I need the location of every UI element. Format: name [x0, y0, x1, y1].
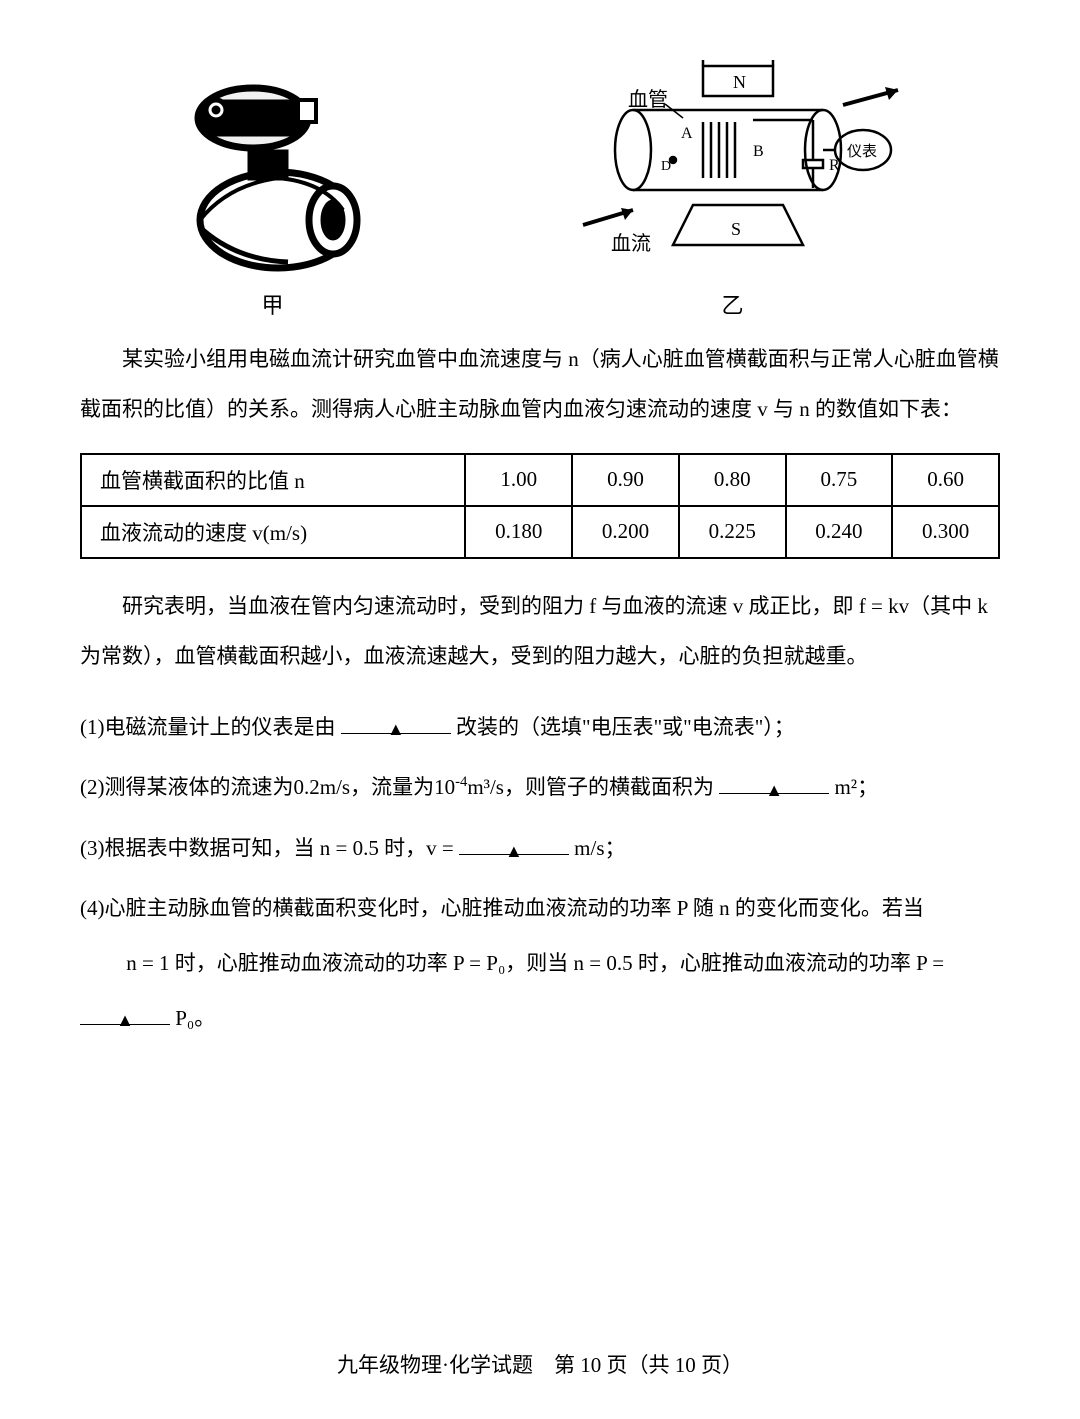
- label-vessel: 血管: [628, 88, 668, 111]
- flowmeter-device-icon: [168, 70, 378, 280]
- table-row: 血管横截面积的比值 n 1.00 0.90 0.80 0.75 0.60: [81, 454, 999, 506]
- label-flow: 血流: [611, 232, 651, 255]
- figure-right-caption: 乙: [721, 288, 743, 320]
- q3-text-a: (3)根据表中数据可知，当 n = 0.5 时，v =: [80, 836, 454, 860]
- flowmeter-schematic-icon: N A B D S: [553, 60, 913, 280]
- blank-4: [80, 1001, 170, 1024]
- blank-2: [719, 771, 829, 794]
- q2-text-b: m³/s，则管子的横截面积为: [467, 775, 714, 799]
- q4-text-b: n = 1 时，心脏推动血液流动的功率 P = P₀，则当 n = 0.5 时，…: [126, 951, 944, 975]
- blank-3: [459, 832, 569, 855]
- question-4: (4)心脏主动脉血管的横截面积变化时，心脏推动血液流动的功率 P 随 n 的变化…: [80, 881, 1000, 1045]
- cell: 0.180: [465, 506, 572, 558]
- intro-paragraph: 某实验小组用电磁血流计研究血管中血流速度与 n（病人心脏血管横截面积与正常人心脏…: [80, 334, 1000, 435]
- figure-left: 甲: [168, 70, 378, 320]
- cell: 0.240: [786, 506, 893, 558]
- cell: 0.225: [679, 506, 786, 558]
- q4-text-c: P₀。: [175, 1006, 215, 1030]
- q1-text-a: (1)电磁流量计上的仪表是由: [80, 715, 336, 739]
- cell: 0.90: [572, 454, 679, 506]
- label-meter: 仪表: [847, 143, 877, 160]
- label-N: N: [733, 72, 746, 92]
- q2-exp: -4: [455, 774, 467, 790]
- question-3: (3)根据表中数据可知，当 n = 0.5 时，v = m/s；: [80, 821, 1000, 876]
- row2-label: 血液流动的速度 v(m/s): [81, 506, 465, 558]
- q4-text-a: (4)心脏主动脉血管的横截面积变化时，心脏推动血液流动的功率 P 随 n 的变化…: [80, 896, 924, 920]
- blank-1: [341, 710, 451, 733]
- cell: 0.200: [572, 506, 679, 558]
- q1-text-b: 改装的（选填"电压表"或"电流表"）；: [456, 715, 795, 739]
- q3-unit: m/s；: [574, 836, 625, 860]
- question-1: (1)电磁流量计上的仪表是由 改装的（选填"电压表"或"电流表"）；: [80, 700, 1000, 755]
- question-2: (2)测得某液体的流速为0.2m/s，流量为10-4m³/s，则管子的横截面积为…: [80, 760, 1000, 815]
- data-table: 血管横截面积的比值 n 1.00 0.90 0.80 0.75 0.60 血液流…: [80, 453, 1000, 559]
- label-B: B: [753, 143, 764, 160]
- row1-label: 血管横截面积的比值 n: [81, 454, 465, 506]
- label-D: D: [661, 159, 671, 174]
- q2-text-a: (2)测得某液体的流速为0.2m/s，流量为10: [80, 775, 455, 799]
- cell: 0.60: [892, 454, 999, 506]
- page-footer: 九年级物理·化学试题 第 10 页（共 10 页）: [0, 1349, 1080, 1379]
- figures-row: 甲 N A B: [80, 60, 1000, 320]
- figure-right: N A B D S: [553, 60, 913, 320]
- table-row: 血液流动的速度 v(m/s) 0.180 0.200 0.225 0.240 0…: [81, 506, 999, 558]
- cell: 0.75: [786, 454, 893, 506]
- label-S: S: [731, 219, 741, 239]
- cell: 0.80: [679, 454, 786, 506]
- label-A: A: [681, 125, 693, 142]
- cell: 0.300: [892, 506, 999, 558]
- q2-unit: m²；: [834, 775, 878, 799]
- cell: 1.00: [465, 454, 572, 506]
- paragraph-2: 研究表明，当血液在管内匀速流动时，受到的阻力 f 与血液的流速 v 成正比，即 …: [80, 581, 1000, 682]
- figure-left-caption: 甲: [261, 288, 283, 320]
